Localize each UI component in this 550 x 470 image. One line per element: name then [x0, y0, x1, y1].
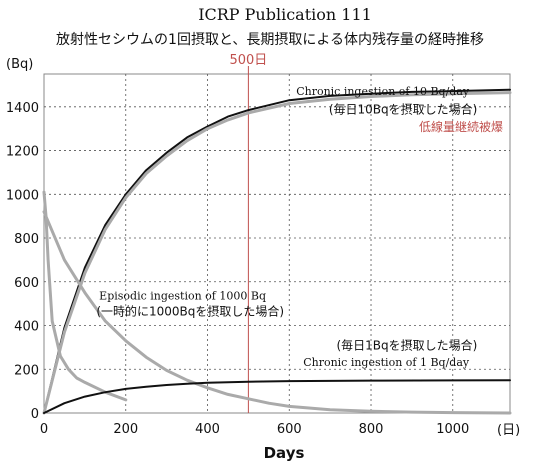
- x-tick-label: 600: [277, 422, 302, 437]
- plot-frame: [43, 73, 511, 414]
- y-tick-label: 800: [14, 232, 39, 247]
- annotation-1: (毎日10Bqを摂取した場合): [329, 101, 477, 116]
- x-axis-title: Days: [264, 444, 305, 462]
- annotation-4: (一時的に1000Bqを摂取した場合): [96, 304, 284, 319]
- x-tick-label: 1000: [436, 422, 469, 437]
- series-line-2: [42, 210, 512, 415]
- x-unit-label: (日): [497, 423, 520, 438]
- series-line-0: [43, 88, 511, 414]
- marker-500-label: 500日: [229, 53, 267, 68]
- y-tick-label: 200: [14, 363, 39, 378]
- y-tick-label: 1400: [6, 101, 39, 116]
- x-tick-label: 400: [195, 422, 220, 437]
- series-line-1: [42, 91, 512, 415]
- x-tick-label: 800: [359, 422, 384, 437]
- annotation-5: (毎日1Bqを摂取した場合): [336, 338, 477, 353]
- annotation-6: Chronic ingestion of 1 Bq/day: [303, 356, 470, 369]
- series-line-4: [43, 379, 511, 414]
- y-tick-label: 600: [14, 276, 39, 291]
- plot-area: 0 200 400 600 800 1000 0 200 400 600 800 1000 1200 14…: [6, 53, 512, 437]
- y-tick-label: 0: [31, 407, 39, 422]
- annotation-0: Chronic ingestion of 10 Bq/day: [296, 85, 470, 98]
- chart-title: ICRP Publication 111: [198, 5, 372, 24]
- annotation-2: 低線量継続被爆: [419, 119, 503, 134]
- series-line-3: [42, 190, 128, 402]
- y-tick-label: 400: [14, 320, 39, 335]
- x-tick-label: 0: [40, 422, 48, 437]
- y-unit-label: (Bq): [6, 57, 33, 72]
- annotation-3: Episodic ingestion of 1000 Bq: [99, 289, 266, 302]
- chart-subtitle: 放射性セシウムの1回摂取と、長期摂取による体内残存量の経時推移: [56, 32, 484, 48]
- x-tick-label: 200: [113, 422, 138, 437]
- y-tick-label: 1200: [6, 145, 39, 160]
- y-tick-label: 1000: [6, 188, 39, 203]
